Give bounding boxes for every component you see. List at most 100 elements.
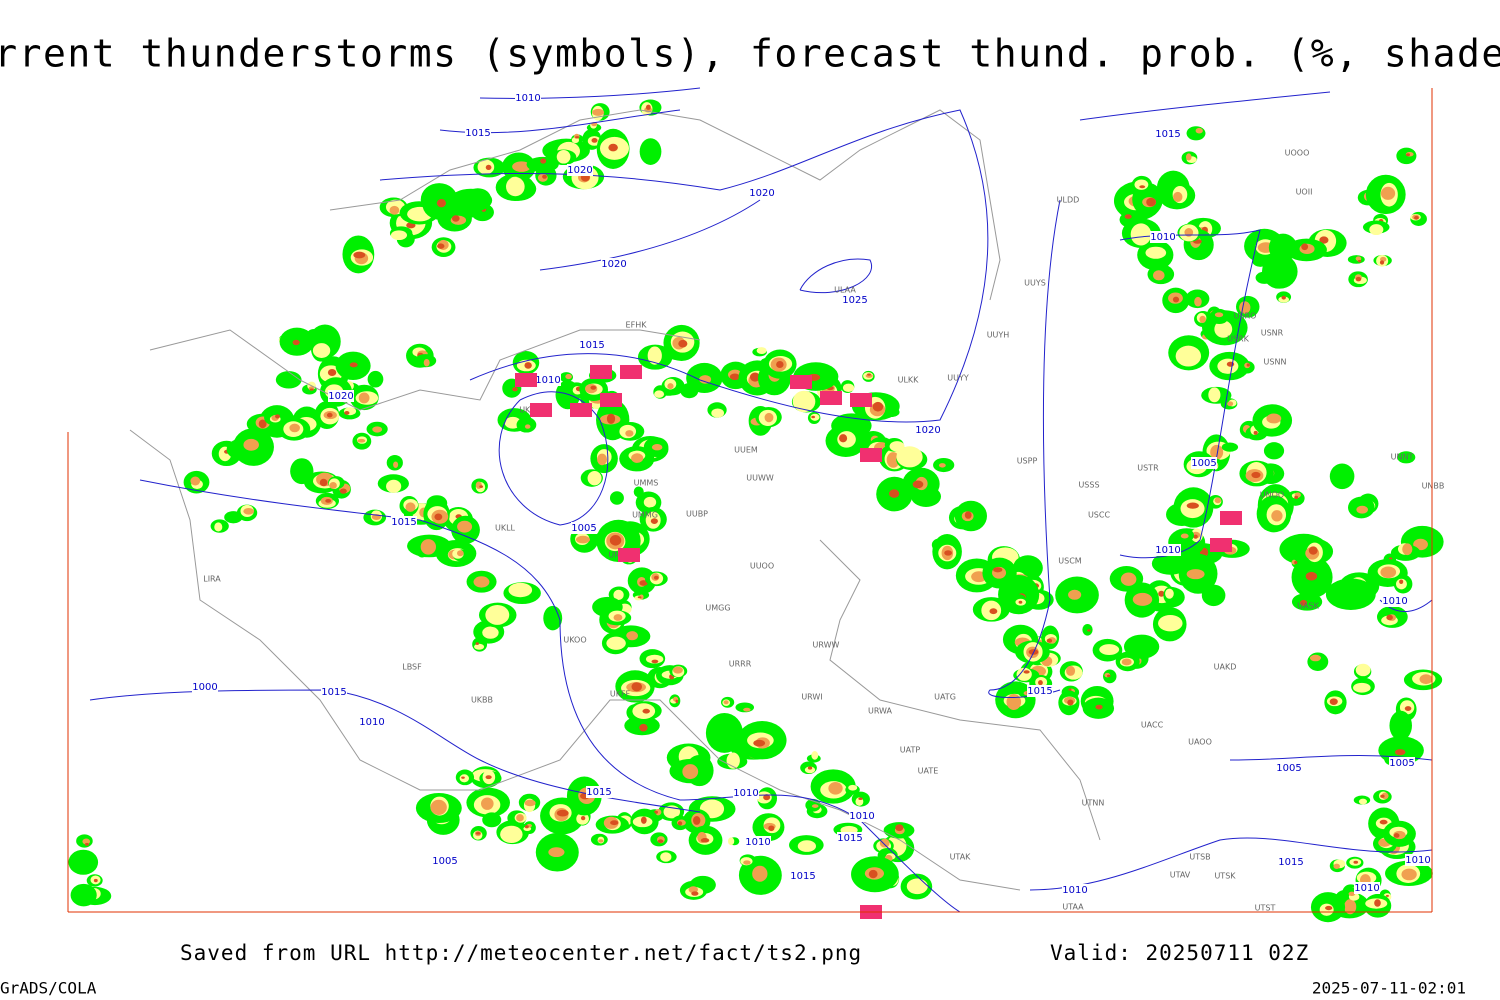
storm-symbol: [570, 403, 592, 417]
shade-cell: [1389, 710, 1412, 741]
shade-cell: [691, 891, 699, 896]
shade-cell: [1414, 215, 1419, 220]
station-code: UMGG: [705, 604, 730, 613]
station-code: LIRA: [203, 575, 221, 584]
shade-cell: [243, 438, 259, 451]
station-code: ULDD: [1057, 196, 1080, 205]
shade-cell: [327, 369, 337, 377]
isobar: [539, 199, 761, 271]
shade-cell: [610, 820, 619, 826]
isobar-label: 1020: [749, 188, 774, 199]
shade-cell: [1038, 680, 1043, 686]
shade-cell: [1386, 614, 1393, 621]
shade-cell: [1068, 589, 1082, 600]
shade-cell: [485, 775, 492, 780]
shade-cell: [678, 339, 688, 348]
station-code: UTST: [1255, 904, 1276, 913]
shade-cell: [437, 243, 445, 249]
shade-cell: [292, 339, 300, 346]
isobar: [988, 199, 1061, 698]
shade-cell: [556, 809, 569, 817]
shade-cell: [1271, 510, 1283, 522]
label-bg: [1027, 685, 1053, 697]
shade-cell: [1153, 270, 1165, 281]
shade-cell: [606, 636, 626, 650]
shade-cell: [393, 461, 399, 469]
isobar: [799, 258, 873, 294]
shade-cell: [1227, 401, 1234, 407]
station-code: UUOO: [750, 562, 774, 571]
shade-cell: [1394, 749, 1406, 756]
shade-cell: [1134, 179, 1149, 190]
station-code: UKLL: [495, 524, 516, 533]
shade-cell: [896, 446, 923, 468]
shade-cell: [430, 799, 447, 815]
label-bg: [915, 424, 941, 436]
timestamp: 2025-07-11-02:01: [1312, 979, 1466, 998]
shade-cell: [1402, 543, 1413, 556]
shade-cell: [1087, 629, 1091, 632]
shade-cell: [1185, 153, 1192, 161]
isobar-label: 1010: [535, 375, 560, 386]
shade-cell: [1406, 153, 1410, 157]
shade-cell: [512, 161, 531, 172]
shade-cell: [743, 707, 751, 712]
station-code: USRO: [1234, 312, 1257, 321]
shade-cell: [1214, 320, 1233, 338]
label-bg: [579, 339, 605, 351]
shade-cell: [650, 518, 658, 524]
shade-cell: [639, 138, 662, 165]
station-code: USRK: [1227, 335, 1249, 344]
label-bg: [842, 294, 868, 306]
shade-cell: [436, 198, 446, 208]
shade-cell: [580, 815, 586, 821]
shade-cell: [1123, 634, 1160, 659]
shade-cell: [1355, 256, 1362, 261]
station-code: URWA: [868, 707, 893, 716]
shade-cell: [1214, 312, 1224, 318]
shade-cell: [645, 104, 651, 110]
shade-cell: [1186, 502, 1199, 509]
shade-cell: [358, 392, 370, 404]
shade-cell: [889, 441, 905, 452]
isobar-label: 1015: [1278, 857, 1303, 868]
storm-symbol: [860, 448, 882, 462]
station-code: UTNN: [1082, 799, 1105, 808]
shade-cell: [1120, 572, 1137, 586]
station-code: USNR: [1261, 329, 1284, 338]
shade-cell: [667, 383, 674, 390]
shade-cell: [811, 751, 819, 760]
shade-cell: [1130, 223, 1152, 246]
storm-symbol: [1210, 538, 1232, 552]
shade-cell: [639, 594, 644, 600]
shade-cell: [482, 812, 502, 828]
isobar-label: 1025: [842, 295, 867, 306]
shade-cell: [729, 373, 740, 381]
shade-cell: [651, 659, 659, 664]
shade-cell: [944, 550, 953, 556]
shade-cell: [1380, 186, 1396, 200]
shade-cell: [631, 682, 643, 692]
label-bg: [745, 836, 771, 848]
shade-cell: [633, 486, 644, 498]
shade-cell: [1333, 863, 1340, 869]
storm-symbol: [820, 391, 842, 405]
isobar-label: 1015: [579, 340, 604, 351]
shade-cell: [1121, 658, 1132, 666]
shade-cell: [481, 797, 494, 810]
shade-cell: [1325, 578, 1376, 610]
isobar: [1029, 837, 1433, 891]
shade-cell: [1404, 706, 1412, 711]
shade-cell: [524, 362, 532, 369]
shade-cell: [372, 426, 383, 433]
shade-cell: [1023, 670, 1030, 674]
label-bg: [1354, 882, 1380, 894]
storm-symbol: [530, 403, 552, 417]
isobar: [498, 391, 609, 526]
shade-cell: [1348, 891, 1356, 897]
shade-cell: [565, 374, 572, 380]
shade-cell: [654, 390, 665, 398]
shade-cell: [1301, 243, 1309, 251]
shade-cell: [807, 766, 813, 770]
station-code: UKOO: [563, 636, 586, 645]
